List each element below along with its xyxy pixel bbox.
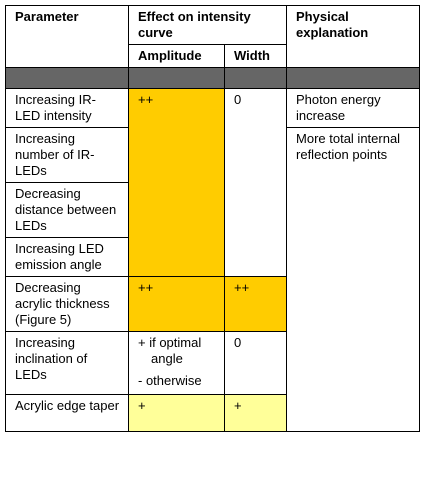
cell-amplitude: + (128, 394, 225, 432)
cell-parameter: Increasing number of IR-LEDs (5, 127, 129, 183)
amplitude-line: + if optimal (138, 335, 202, 350)
cell-amplitude: + if optimal angle - otherwise (128, 331, 225, 395)
cell-parameter: Increasing LED emission angle (5, 237, 129, 277)
cell-parameter: Increasing IR-LED intensity (5, 88, 129, 128)
table-row: Increasing inclination of LEDs + if opti… (5, 331, 420, 395)
cell-parameter: Decreasing acrylic thickness (Figure 5) (5, 276, 129, 332)
table-row: Decreasing distance between LEDs (5, 182, 420, 238)
cell-amplitude: ++ (128, 276, 225, 332)
amplitude-line: - otherwise (138, 373, 202, 388)
table-row: Increasing LED emission angle (5, 237, 420, 277)
header-effect: Effect on intensity curve (127, 5, 288, 45)
table-row: Decreasing acrylic thickness (Figure 5) … (5, 276, 420, 332)
table-row: Increasing number of IR-LEDs More total … (5, 127, 421, 432)
amplitude-line: angle (151, 351, 183, 366)
cell-width: + (223, 394, 288, 432)
parameter-table: Parameter Effect on intensity curve Phys… (5, 5, 421, 432)
cell-physical: Photon energy increase (286, 88, 421, 128)
separator-row (5, 67, 421, 89)
cell-width: ++ (223, 276, 288, 332)
cell-width: 0 (223, 331, 288, 395)
cell-width: 0 (223, 88, 288, 277)
header-physical-explanation: Physical explanation (286, 5, 421, 68)
cell-amplitude: ++ (128, 88, 225, 277)
cell-parameter: Acrylic edge taper (5, 394, 129, 432)
header-parameter: Parameter (5, 5, 129, 68)
table-row: Increasing IR-LED intensity ++ 0 Photon … (5, 88, 421, 277)
cell-physical: More total internal reflection points (286, 127, 421, 432)
cell-parameter: Decreasing distance between LEDs (5, 182, 129, 238)
table-row: Acrylic edge taper + + (5, 394, 420, 432)
header-width: Width (223, 44, 288, 68)
header-amplitude: Amplitude (128, 44, 225, 68)
cell-parameter: Increasing inclination of LEDs (5, 331, 129, 395)
